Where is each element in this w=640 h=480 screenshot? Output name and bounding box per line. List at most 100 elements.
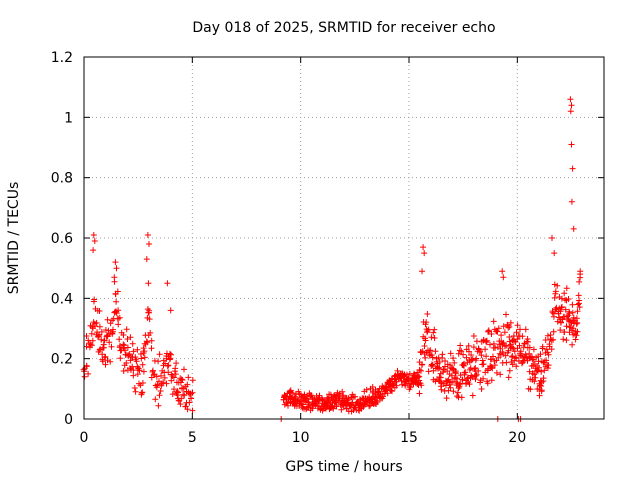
data-point	[429, 362, 436, 369]
data-point	[563, 337, 570, 344]
data-point	[550, 328, 557, 335]
data-point	[164, 280, 171, 287]
x-tick-label: 0	[80, 430, 89, 446]
data-point	[99, 358, 106, 365]
data-point	[548, 346, 555, 353]
data-point	[450, 355, 457, 362]
data-point	[416, 366, 423, 373]
data-point	[576, 304, 583, 311]
data-point	[152, 396, 159, 403]
data-point	[424, 311, 431, 317]
data-point	[148, 345, 155, 352]
data-point	[574, 319, 581, 326]
data-point	[90, 298, 97, 305]
data-point	[431, 326, 438, 333]
data-point	[503, 359, 510, 366]
data-point	[532, 374, 539, 381]
data-point	[420, 244, 427, 251]
x-tick-label: 15	[400, 430, 418, 446]
data-point	[161, 374, 168, 381]
data-point	[168, 377, 175, 384]
data-point	[443, 395, 450, 402]
data-point	[483, 337, 490, 344]
x-tick-label: 20	[508, 430, 526, 446]
data-point	[447, 350, 454, 357]
data-point	[480, 375, 487, 382]
data-point	[440, 366, 447, 373]
data-point	[561, 290, 568, 297]
data-point	[91, 238, 98, 244]
y-tick-label: 0.8	[51, 171, 73, 187]
data-point	[421, 343, 428, 349]
y-tick-label: 0.2	[51, 352, 73, 368]
data-point	[83, 362, 90, 369]
data-point	[117, 355, 124, 362]
data-point	[489, 365, 496, 372]
data-point	[98, 336, 105, 343]
data-point	[180, 391, 187, 398]
data-point	[513, 329, 520, 336]
data-point	[146, 241, 152, 247]
data-point	[87, 341, 94, 348]
data-point	[495, 325, 502, 332]
data-point	[146, 307, 153, 314]
data-point	[93, 319, 100, 326]
data-point	[156, 392, 163, 399]
y-axis-label: SRMTID / TECUs	[6, 182, 22, 295]
data-point	[439, 355, 446, 361]
data-point	[558, 319, 564, 326]
data-point	[139, 361, 146, 368]
data-point	[97, 346, 104, 353]
data-point	[507, 319, 514, 326]
x-tick-label: 10	[292, 430, 310, 446]
data-point	[415, 373, 422, 380]
data-point	[88, 342, 95, 349]
data-point	[572, 336, 579, 343]
data-point	[574, 328, 581, 335]
data-point	[525, 338, 531, 345]
data-point	[526, 344, 533, 351]
data-point	[338, 406, 345, 413]
data-point	[480, 361, 487, 368]
data-point	[536, 392, 543, 399]
data-point	[153, 373, 160, 380]
data-point	[575, 292, 582, 299]
data-point	[300, 401, 306, 408]
data-point	[527, 386, 534, 393]
data-point	[454, 389, 461, 396]
data-point	[133, 358, 140, 365]
data-point	[446, 381, 453, 388]
data-point	[570, 325, 577, 332]
data-point	[503, 311, 509, 318]
data-point	[105, 327, 112, 334]
data-point	[339, 388, 346, 395]
data-point	[531, 371, 538, 378]
data-point	[562, 306, 569, 313]
data-point	[139, 389, 146, 396]
data-point	[85, 370, 92, 377]
data-point	[512, 354, 519, 361]
data-point	[98, 328, 105, 335]
data-point	[112, 259, 119, 266]
data-point	[472, 365, 479, 371]
data-point	[457, 380, 464, 387]
data-point	[129, 340, 136, 347]
data-point	[576, 297, 583, 304]
data-point	[189, 389, 196, 396]
y-tick-label: 0.6	[51, 231, 73, 247]
data-point	[488, 364, 495, 371]
data-point	[163, 380, 170, 387]
data-point	[419, 268, 425, 275]
data-point	[544, 332, 551, 339]
data-point	[143, 256, 150, 263]
data-point	[428, 361, 435, 368]
data-point	[501, 329, 508, 336]
data-point	[111, 274, 118, 281]
data-point	[432, 348, 439, 355]
data-point	[366, 403, 373, 410]
data-point	[499, 268, 506, 275]
data-point	[549, 309, 556, 316]
data-point	[170, 374, 177, 381]
data-point	[92, 323, 98, 330]
x-tick-labels: 0 5 10 15 20	[80, 430, 527, 446]
